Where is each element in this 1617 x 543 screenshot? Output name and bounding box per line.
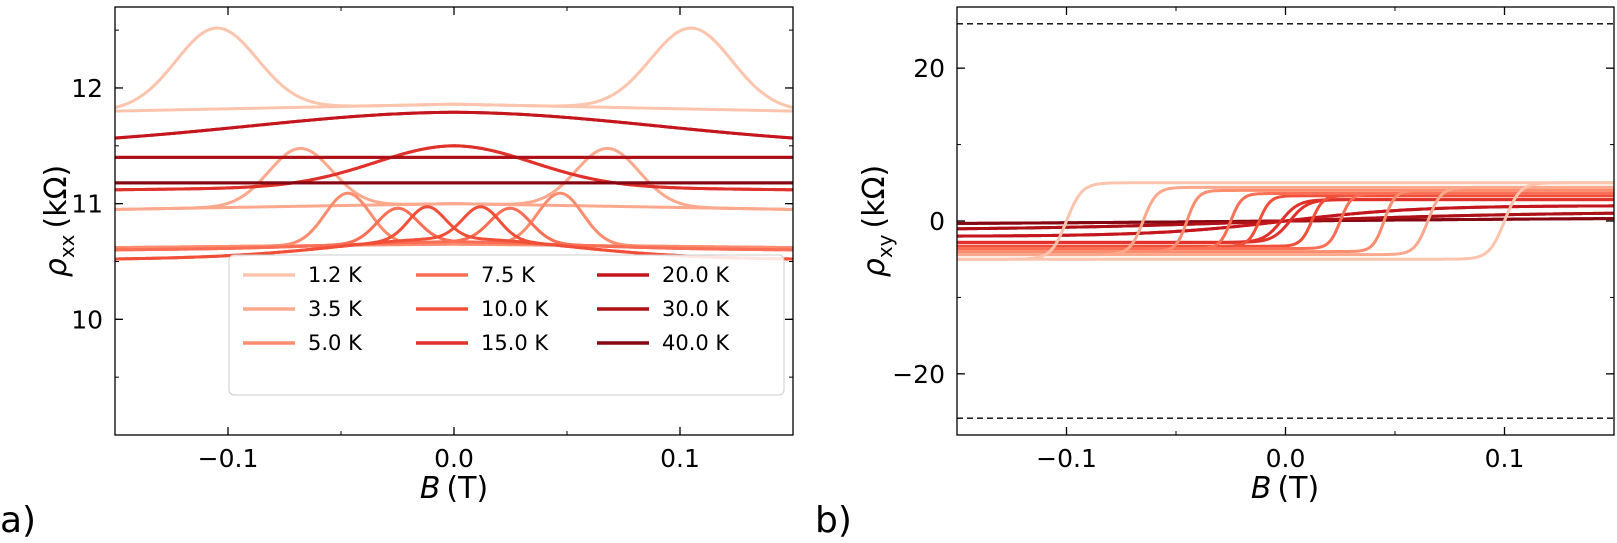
panel-a-xlabel: B (T) (420, 471, 488, 506)
panel-a-0-ytick-label: 12 (71, 74, 103, 103)
legend-label-1: 3.5 K (308, 297, 363, 321)
legend-label-0: 1.2 K (308, 263, 363, 287)
rho-xx-curve-down-5 (114, 144, 794, 192)
panel-b: −0.1 0.0 0.1 −20 0 20 B (T) ρxy (kΩ) b) (815, 6, 1615, 541)
panel-b-1-ytick-label: 0 (929, 207, 945, 236)
panel-a-legend: 1.2 K 3.5 K 5.0 K 7.5 K 10.0 K 15.0 K 20.0 K 30… (228, 254, 785, 396)
rho-xy-curve-down-4 (957, 194, 1614, 248)
panel-a-0-xtick-label: 0.0 (434, 444, 474, 473)
panel-b-ticks: −0.1 0.0 0.1 −20 0 20 (892, 7, 1615, 473)
panel-a-xlabel-symbol: B (420, 471, 441, 506)
rho-xx-curve-up-2 (114, 191, 794, 250)
panel-a-0-xtick-label: 0.1 (660, 444, 700, 473)
rho-xy-curve-down-0 (957, 181, 1614, 261)
panel-a-xlabel-unit: (T) (446, 471, 488, 506)
rho-xy-curve-down-5 (957, 198, 1614, 244)
rho-xy-curve-down-2 (957, 188, 1614, 254)
legend-label-6: 20.0 K (662, 263, 730, 287)
legend-label-3: 7.5 K (481, 263, 536, 287)
panel-b-ylabel: ρxy (kΩ) (857, 165, 897, 277)
rho-xx-curve-down-4 (114, 205, 794, 261)
panel-b-1-xtick-label: 0.0 (1266, 444, 1306, 473)
panel-a-ticks: −0.1 0.0 0.1 10 11 12 (71, 7, 794, 473)
rho-xx-curve-down-2 (114, 191, 794, 250)
rho-xx-curve-down-3 (114, 206, 794, 252)
legend-label-4: 10.0 K (481, 297, 549, 321)
panel-b-curves (956, 181, 1615, 261)
panel-b-xlabel-unit: (T) (1277, 471, 1319, 506)
panel-b-xlabel-symbol: B (1251, 471, 1272, 506)
rho-xx-curve-down-6 (114, 110, 794, 140)
panel-b-ylabel-unit: (kΩ) (857, 165, 892, 229)
rho-xy-curve-down-3 (957, 191, 1614, 251)
legend-label-7: 30.0 K (662, 297, 730, 321)
panel-a-label: a) (0, 500, 36, 541)
legend-label-8: 40.0 K (662, 331, 730, 355)
panel-b-xlabel: B (T) (1251, 471, 1319, 506)
panel-b-ylabel-symbol: ρ (857, 258, 892, 277)
legend-box (228, 254, 785, 396)
panel-a-ylabel-subscript: xx (55, 234, 79, 258)
rho-xx-curve-up-4 (114, 205, 794, 261)
rho-xx-curve-down-1 (114, 146, 794, 211)
panel-a-ylabel-symbol: ρ (39, 258, 74, 277)
rho-xy-curve-down-6 (956, 204, 1615, 238)
panel-a-curves (114, 26, 794, 261)
panel-a-ylabel-unit: (kΩ) (39, 165, 74, 229)
panel-b-1-ytick-label: 20 (913, 54, 945, 83)
rho-xy-curve-up-0 (957, 181, 1614, 261)
panel-b-1-ytick-label: −20 (892, 360, 945, 389)
rho-xx-curve-up-0 (114, 26, 794, 113)
panel-b-ylabel-subscript: xy (873, 234, 897, 258)
panel-a-ylabel: ρxx (kΩ) (39, 165, 79, 277)
panel-b-label: b) (815, 500, 852, 541)
panel-a-0-ytick-label: 11 (71, 190, 103, 219)
panel-a-0-ytick-label: 10 (71, 305, 103, 334)
legend-label-2: 5.0 K (308, 331, 363, 355)
rho-xx-curve-down-0 (114, 26, 794, 113)
panel-b-1-xtick-label: −0.1 (1036, 444, 1097, 473)
panel-a-0-xtick-label: −0.1 (198, 444, 259, 473)
rho-xx-curve-up-6 (114, 110, 794, 140)
panel-a: −0.1 0.0 0.1 10 11 12 1.2 K 3.5 K 5.0 K 7.5 K 10.… (0, 6, 794, 541)
legend-label-5: 15.0 K (481, 331, 549, 355)
rho-xy-curve-down-1 (957, 185, 1614, 257)
panel-b-1-xtick-label: 0.1 (1485, 444, 1525, 473)
